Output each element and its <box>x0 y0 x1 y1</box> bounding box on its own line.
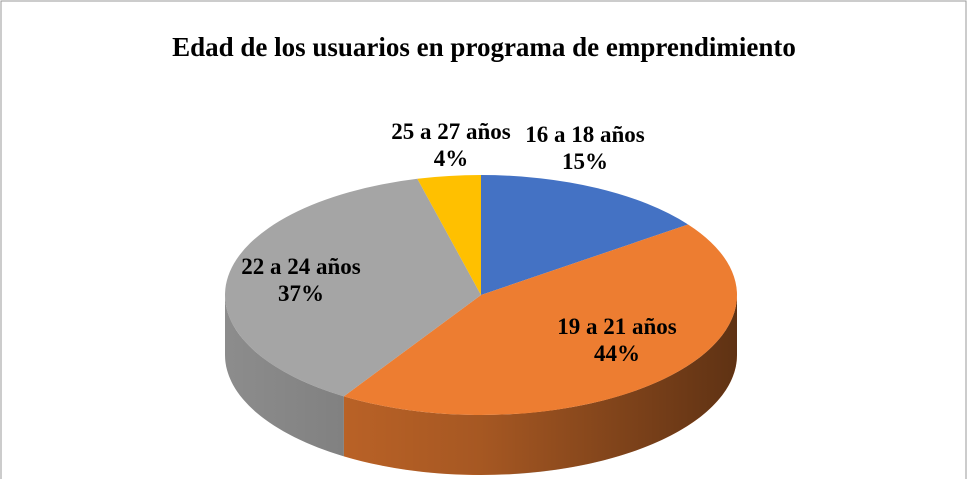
data-label-value: 44% <box>594 341 640 366</box>
data-label-category: 25 a 27 años <box>391 119 511 144</box>
data-label: 22 a 24 años 37% <box>241 254 361 306</box>
data-label-value: 15% <box>562 149 608 174</box>
side-shade <box>225 295 737 475</box>
slice <box>343 224 737 415</box>
chart-title: Edad de los usuarios en programa de empr… <box>172 32 796 62</box>
data-label: 16 a 18 años 15% <box>525 122 645 174</box>
data-label: 19 a 21 años 44% <box>557 314 677 366</box>
data-label-category: 16 a 18 años <box>525 122 645 147</box>
data-label: 25 a 27 años 4% <box>391 119 511 171</box>
data-label-value: 37% <box>278 281 324 306</box>
slice <box>224 178 481 397</box>
slice <box>417 175 481 295</box>
slice <box>481 175 689 295</box>
data-label-category: 22 a 24 años <box>241 254 361 279</box>
data-label-value: 4% <box>434 146 469 171</box>
data-label-category: 19 a 21 años <box>557 314 677 339</box>
